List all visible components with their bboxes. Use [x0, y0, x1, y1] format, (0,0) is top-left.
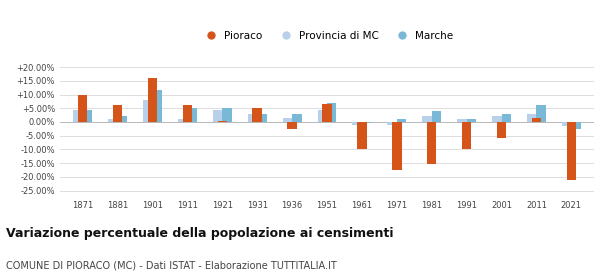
Legend: Pioraco, Provincia di MC, Marche: Pioraco, Provincia di MC, Marche: [196, 27, 458, 45]
Bar: [457, 119, 467, 122]
Bar: [248, 114, 257, 122]
Bar: [432, 111, 441, 122]
Bar: [213, 109, 222, 122]
Bar: [187, 108, 197, 122]
Bar: [257, 114, 266, 122]
Bar: [392, 122, 401, 170]
Bar: [143, 100, 152, 122]
Bar: [571, 122, 581, 129]
Bar: [322, 104, 332, 122]
Text: Variazione percentuale della popolazione ai censimenti: Variazione percentuale della popolazione…: [6, 227, 394, 240]
Bar: [78, 95, 88, 122]
Bar: [422, 116, 432, 122]
Bar: [467, 119, 476, 122]
Bar: [113, 106, 122, 122]
Bar: [357, 122, 367, 149]
Bar: [182, 106, 192, 122]
Bar: [502, 114, 511, 122]
Bar: [532, 118, 541, 122]
Bar: [527, 114, 536, 122]
Bar: [492, 116, 502, 122]
Bar: [388, 122, 397, 125]
Bar: [83, 109, 92, 122]
Bar: [148, 78, 157, 122]
Bar: [108, 119, 118, 122]
Bar: [462, 122, 472, 149]
Bar: [362, 122, 371, 123]
Bar: [283, 118, 292, 122]
Bar: [178, 119, 187, 122]
Bar: [118, 116, 127, 122]
Bar: [218, 121, 227, 122]
Bar: [317, 109, 327, 122]
Bar: [327, 103, 337, 122]
Bar: [427, 122, 436, 164]
Bar: [292, 114, 302, 122]
Text: COMUNE DI PIORACO (MC) - Dati ISTAT - Elaborazione TUTTITALIA.IT: COMUNE DI PIORACO (MC) - Dati ISTAT - El…: [6, 260, 337, 270]
Bar: [287, 122, 297, 129]
Bar: [497, 122, 506, 138]
Bar: [222, 108, 232, 122]
Bar: [397, 119, 406, 122]
Bar: [562, 122, 571, 126]
Bar: [352, 122, 362, 125]
Bar: [253, 108, 262, 122]
Bar: [536, 106, 546, 122]
Bar: [73, 109, 83, 122]
Bar: [566, 122, 576, 179]
Bar: [152, 90, 162, 122]
